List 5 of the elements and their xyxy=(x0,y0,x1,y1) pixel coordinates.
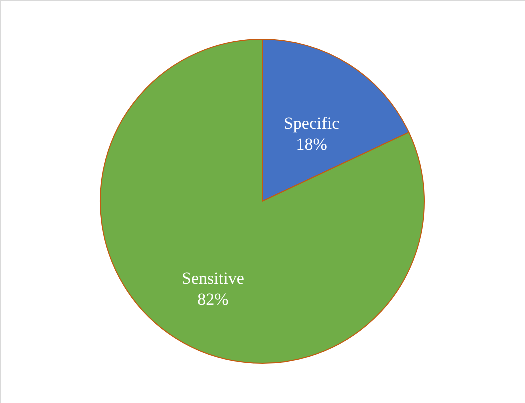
slice-label: Sensitive xyxy=(182,269,244,288)
data-label: 18% xyxy=(296,134,328,154)
data-label: 82% xyxy=(198,290,229,310)
pie-slice xyxy=(100,39,425,364)
slice-label: Specific xyxy=(284,114,340,133)
